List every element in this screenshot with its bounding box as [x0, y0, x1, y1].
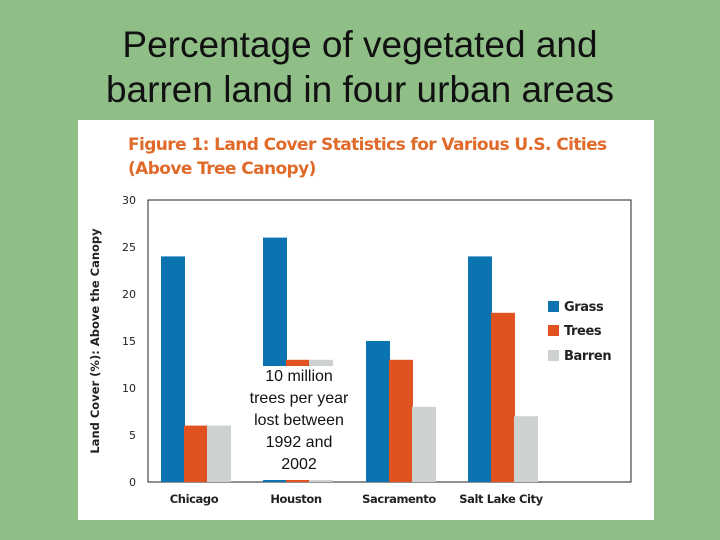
figure-title-line-2: (Above Tree Canopy): [128, 159, 316, 179]
bar-trees: [389, 359, 413, 482]
slide-title-line-2: barren land in four urban areas: [105, 69, 615, 110]
bar-barren: [412, 406, 436, 482]
x-tick-label: Sacramento: [362, 492, 436, 506]
x-tick-label: Houston: [270, 492, 322, 506]
bar-grass: [161, 256, 185, 482]
bar-chart: 0 5 10 15 20 25 30 Land Cover (%): Above the Ca…: [88, 194, 632, 506]
y-axis-label: Land Cover (%): Above the Canopy: [88, 228, 102, 454]
bar-trees: [491, 312, 515, 482]
y-tick-label: 25: [122, 241, 136, 254]
y-tick-label: 10: [122, 382, 136, 395]
y-tick-label: 15: [122, 335, 136, 348]
y-tick-label: 30: [122, 194, 136, 207]
bar-barren: [514, 416, 538, 482]
callout-line: 10 million: [265, 368, 333, 385]
y-tick-label: 5: [129, 429, 136, 442]
callout-line: 2002: [281, 456, 317, 473]
legend-label-barren: Barren: [564, 349, 611, 364]
legend-swatch-grass: [548, 301, 559, 312]
x-tick-label: Salt Lake City: [459, 492, 543, 506]
callout-line: 1992 and: [265, 434, 333, 451]
slide-title-line-1: Percentage of vegetated and: [122, 24, 598, 65]
bar-grass: [366, 341, 390, 482]
legend-label-trees: Trees: [564, 324, 602, 339]
tree-loss-callout: 10 million trees per year lost between 1…: [238, 366, 360, 480]
slide-title: Percentage of vegetated and barren land …: [0, 22, 720, 112]
legend-swatch-trees: [548, 325, 559, 336]
y-tick-label: 0: [129, 476, 136, 489]
figure-panel: Figure 1: Land Cover Statistics for Vari…: [78, 120, 654, 520]
legend-swatch-barren: [548, 350, 559, 361]
bar-trees: [184, 425, 208, 482]
y-tick-label: 20: [122, 288, 136, 301]
legend-label-grass: Grass: [564, 300, 604, 315]
x-tick-label: Chicago: [170, 492, 219, 506]
figure-title: Figure 1: Land Cover Statistics for Vari…: [128, 133, 607, 181]
bar-grass: [468, 256, 492, 482]
callout-line: lost between: [254, 412, 344, 429]
figure-title-line-1: Figure 1: Land Cover Statistics for Vari…: [128, 135, 607, 155]
callout-line: trees per year: [249, 390, 349, 407]
bar-barren: [207, 425, 231, 482]
